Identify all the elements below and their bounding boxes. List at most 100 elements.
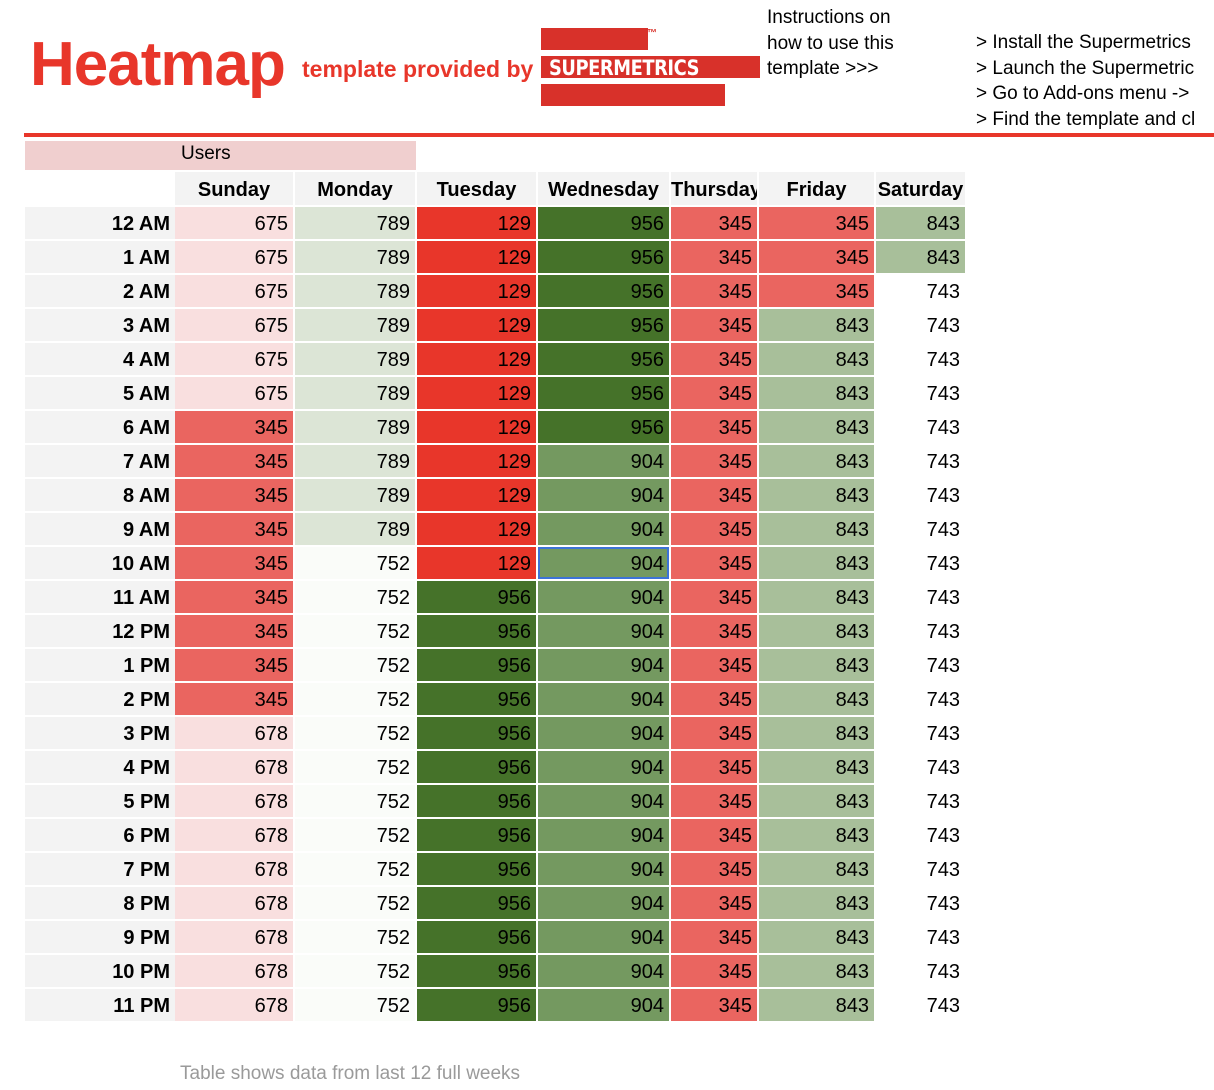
heatmap-cell[interactable]: 743 xyxy=(876,513,965,545)
heatmap-cell[interactable]: 789 xyxy=(295,275,415,307)
heatmap-cell[interactable]: 345 xyxy=(175,513,293,545)
heatmap-cell[interactable]: 743 xyxy=(876,479,965,511)
heatmap-cell[interactable]: 843 xyxy=(759,411,874,443)
heatmap-cell[interactable]: 752 xyxy=(295,751,415,783)
heatmap-cell[interactable]: 956 xyxy=(538,377,669,409)
heatmap-cell[interactable]: 345 xyxy=(759,207,874,239)
heatmap-cell[interactable]: 743 xyxy=(876,445,965,477)
heatmap-cell[interactable]: 743 xyxy=(876,649,965,681)
row-label[interactable]: 5 AM xyxy=(25,377,175,409)
heatmap-cell[interactable]: 843 xyxy=(759,479,874,511)
heatmap-cell[interactable]: 345 xyxy=(175,411,293,443)
row-label[interactable]: 6 AM xyxy=(25,411,175,443)
heatmap-cell[interactable]: 956 xyxy=(417,581,536,613)
heatmap-cell[interactable]: 789 xyxy=(295,241,415,273)
row-label[interactable]: 1 AM xyxy=(25,241,175,273)
heatmap-cell[interactable]: 752 xyxy=(295,785,415,817)
column-header-friday[interactable]: Friday xyxy=(759,172,874,205)
heatmap-cell[interactable]: 743 xyxy=(876,547,965,579)
heatmap-cell[interactable]: 743 xyxy=(876,581,965,613)
row-label[interactable]: 11 AM xyxy=(25,581,175,613)
heatmap-cell[interactable]: 904 xyxy=(538,921,669,953)
heatmap-cell[interactable]: 843 xyxy=(759,989,874,1021)
heatmap-cell[interactable]: 345 xyxy=(759,275,874,307)
heatmap-cell[interactable]: 743 xyxy=(876,751,965,783)
heatmap-cell[interactable]: 743 xyxy=(876,887,965,919)
metric-label-cell[interactable]: Users xyxy=(25,141,416,170)
heatmap-cell[interactable]: 904 xyxy=(538,479,669,511)
heatmap-cell[interactable]: 345 xyxy=(175,581,293,613)
heatmap-cell[interactable]: 345 xyxy=(671,751,757,783)
heatmap-cell[interactable]: 675 xyxy=(175,343,293,375)
heatmap-cell[interactable]: 345 xyxy=(671,649,757,681)
heatmap-cell[interactable]: 843 xyxy=(759,377,874,409)
heatmap-cell[interactable]: 678 xyxy=(175,785,293,817)
heatmap-cell[interactable]: 345 xyxy=(671,989,757,1021)
column-header-thursday[interactable]: Thursday xyxy=(671,172,757,205)
heatmap-cell[interactable]: 345 xyxy=(671,921,757,953)
heatmap-cell[interactable]: 752 xyxy=(295,615,415,647)
heatmap-cell[interactable]: 743 xyxy=(876,853,965,885)
heatmap-cell[interactable]: 678 xyxy=(175,921,293,953)
heatmap-cell[interactable]: 345 xyxy=(175,615,293,647)
heatmap-cell[interactable]: 752 xyxy=(295,649,415,681)
heatmap-cell[interactable]: 956 xyxy=(417,989,536,1021)
heatmap-cell[interactable]: 675 xyxy=(175,241,293,273)
column-header-wednesday[interactable]: Wednesday xyxy=(538,172,669,205)
heatmap-cell[interactable]: 345 xyxy=(671,377,757,409)
row-label[interactable]: 10 PM xyxy=(25,955,175,987)
heatmap-cell[interactable]: 843 xyxy=(759,581,874,613)
heatmap-cell[interactable]: 956 xyxy=(417,921,536,953)
heatmap-cell[interactable]: 675 xyxy=(175,309,293,341)
heatmap-cell[interactable]: 675 xyxy=(175,207,293,239)
heatmap-cell[interactable]: 904 xyxy=(538,819,669,851)
heatmap-cell[interactable]: 345 xyxy=(671,819,757,851)
heatmap-cell[interactable]: 752 xyxy=(295,717,415,749)
row-label[interactable]: 9 PM xyxy=(25,921,175,953)
heatmap-cell[interactable]: 956 xyxy=(417,785,536,817)
heatmap-cell[interactable]: 956 xyxy=(417,615,536,647)
heatmap-cell[interactable]: 843 xyxy=(876,207,965,239)
heatmap-cell[interactable]: 743 xyxy=(876,955,965,987)
heatmap-cell[interactable]: 675 xyxy=(175,377,293,409)
heatmap-cell[interactable]: 843 xyxy=(759,955,874,987)
heatmap-cell[interactable]: 956 xyxy=(417,853,536,885)
heatmap-cell[interactable]: 956 xyxy=(538,207,669,239)
heatmap-cell[interactable]: 743 xyxy=(876,411,965,443)
heatmap-cell[interactable]: 129 xyxy=(417,275,536,307)
heatmap-cell[interactable]: 956 xyxy=(417,717,536,749)
row-label[interactable]: 2 AM xyxy=(25,275,175,307)
heatmap-cell[interactable]: 678 xyxy=(175,819,293,851)
heatmap-cell[interactable]: 743 xyxy=(876,921,965,953)
heatmap-cell[interactable]: 956 xyxy=(417,819,536,851)
heatmap-cell[interactable]: 129 xyxy=(417,479,536,511)
heatmap-cell[interactable]: 752 xyxy=(295,955,415,987)
row-label[interactable]: 5 PM xyxy=(25,785,175,817)
heatmap-cell[interactable]: 904 xyxy=(538,683,669,715)
heatmap-cell[interactable]: 345 xyxy=(671,547,757,579)
heatmap-cell[interactable]: 129 xyxy=(417,513,536,545)
heatmap-cell[interactable]: 843 xyxy=(759,717,874,749)
heatmap-cell[interactable]: 904 xyxy=(538,887,669,919)
heatmap-cell[interactable]: 345 xyxy=(671,343,757,375)
heatmap-cell[interactable]: 345 xyxy=(175,445,293,477)
heatmap-cell[interactable]: 752 xyxy=(295,887,415,919)
heatmap-cell[interactable]: 129 xyxy=(417,343,536,375)
heatmap-cell[interactable]: 843 xyxy=(759,513,874,545)
heatmap-cell-selected[interactable]: 904 xyxy=(538,547,669,579)
row-label[interactable]: 7 AM xyxy=(25,445,175,477)
heatmap-cell[interactable]: 904 xyxy=(538,717,669,749)
heatmap-cell[interactable]: 743 xyxy=(876,717,965,749)
row-label[interactable]: 3 PM xyxy=(25,717,175,749)
heatmap-cell[interactable]: 843 xyxy=(759,683,874,715)
heatmap-cell[interactable]: 345 xyxy=(671,241,757,273)
heatmap-cell[interactable]: 789 xyxy=(295,309,415,341)
column-header-saturday[interactable]: Saturday xyxy=(876,172,965,205)
row-label[interactable]: 8 PM xyxy=(25,887,175,919)
heatmap-cell[interactable]: 789 xyxy=(295,377,415,409)
heatmap-cell[interactable]: 129 xyxy=(417,241,536,273)
heatmap-cell[interactable]: 956 xyxy=(538,343,669,375)
row-label[interactable]: 1 PM xyxy=(25,649,175,681)
heatmap-cell[interactable]: 752 xyxy=(295,547,415,579)
row-label[interactable]: 10 AM xyxy=(25,547,175,579)
